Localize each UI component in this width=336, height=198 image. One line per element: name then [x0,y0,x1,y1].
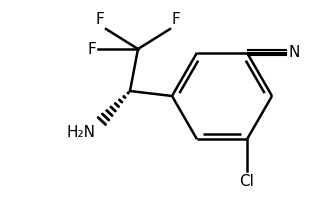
Text: N: N [289,45,300,60]
Text: F: F [87,42,96,56]
Text: F: F [95,12,104,27]
Text: F: F [172,12,181,27]
Text: Cl: Cl [240,174,254,189]
Text: H₂N: H₂N [67,125,96,140]
